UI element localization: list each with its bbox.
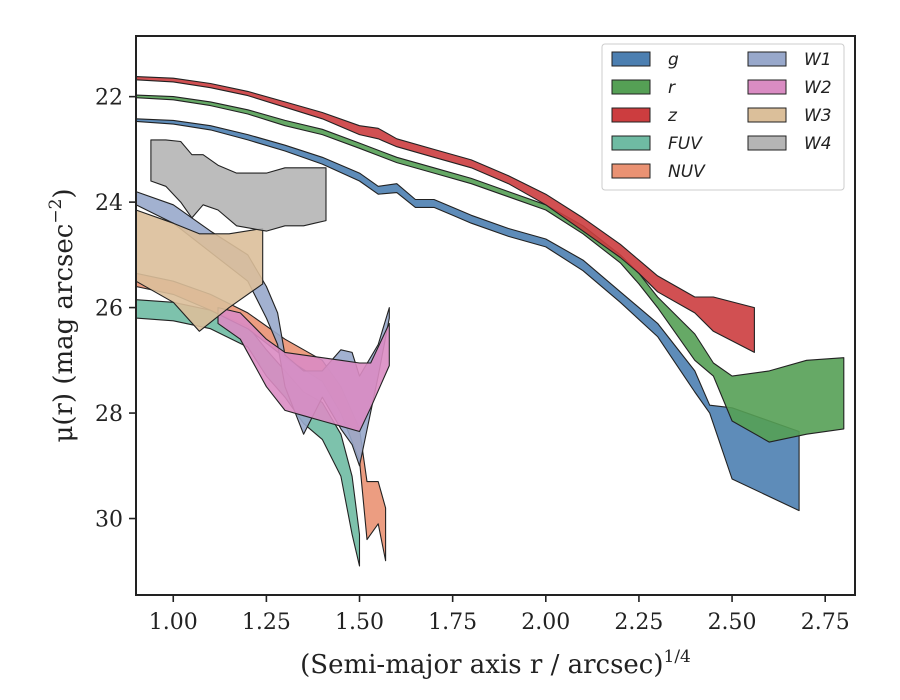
- legend-swatch-nuv: [611, 163, 651, 179]
- legend-label-w3: W3: [804, 106, 832, 126]
- plot-frame: [135, 35, 856, 596]
- legend-swatch-w3: [747, 107, 787, 123]
- legend-label-w4: W4: [804, 134, 832, 154]
- legend-swatch-z: [611, 107, 651, 123]
- x-tick-label: 2.25: [614, 610, 663, 635]
- band-w2: [217, 307, 390, 433]
- x-tick-label: 1.00: [149, 610, 198, 635]
- x-axis-label-text: (Semi-major axis r / arcsec): [300, 650, 663, 680]
- y-tick-label: 26: [95, 297, 123, 322]
- y-tick-label: 28: [95, 402, 123, 427]
- band-z: [135, 76, 755, 353]
- band-g: [135, 118, 800, 512]
- x-tick-label: 1.75: [428, 610, 477, 635]
- x-axis: 1.00 1.25 1.50 1.75 2.00 2.25 2.50 2.75: [149, 595, 850, 635]
- legend-label-nuv: NUV: [668, 162, 706, 182]
- legend-label-g: g: [668, 50, 679, 70]
- y-axis: 22 24 26 28 30: [95, 86, 136, 533]
- y-tick-label: 24: [95, 191, 123, 216]
- y-tick-label: 22: [95, 86, 123, 111]
- legend-label-w1: W1: [804, 50, 832, 70]
- legend-swatch-w4: [747, 135, 787, 151]
- y-axis-label-text: μ(r) (mag arcsec: [49, 224, 79, 443]
- legend-swatch-r: [611, 79, 651, 95]
- band-w3: [135, 209, 264, 332]
- legend-swatch-fuv: [611, 135, 651, 151]
- legend-swatch-w1: [747, 51, 787, 67]
- x-tick-label: 2.75: [801, 610, 850, 635]
- legend-swatch-g: [611, 51, 651, 67]
- legend-swatch-w2: [747, 79, 787, 95]
- legend-label-fuv: FUV: [668, 134, 703, 154]
- x-tick-label: 1.25: [242, 610, 291, 635]
- x-tick-label: 1.50: [335, 610, 384, 635]
- series-bands: [135, 76, 845, 567]
- legend-label-w2: W2: [804, 78, 832, 98]
- y-axis-label-close: ): [49, 188, 79, 198]
- legend-label-z: z: [667, 106, 678, 126]
- y-axis-label-exponent: −2: [46, 199, 66, 224]
- band-r: [135, 94, 845, 443]
- x-axis-label: (Semi-major axis r / arcsec)1/4: [300, 647, 691, 680]
- band-w4: [150, 139, 327, 232]
- y-tick-label: 30: [95, 508, 123, 533]
- x-tick-label: 2.50: [708, 610, 757, 635]
- x-axis-label-exponent: 1/4: [664, 647, 691, 667]
- x-tick-label: 2.00: [521, 610, 570, 635]
- legend-label-r: r: [668, 78, 676, 98]
- legend: grz FUV NUV W1 W2 W3 W4: [601, 43, 845, 191]
- y-axis-label: μ(r) (mag arcsec−2): [46, 188, 79, 442]
